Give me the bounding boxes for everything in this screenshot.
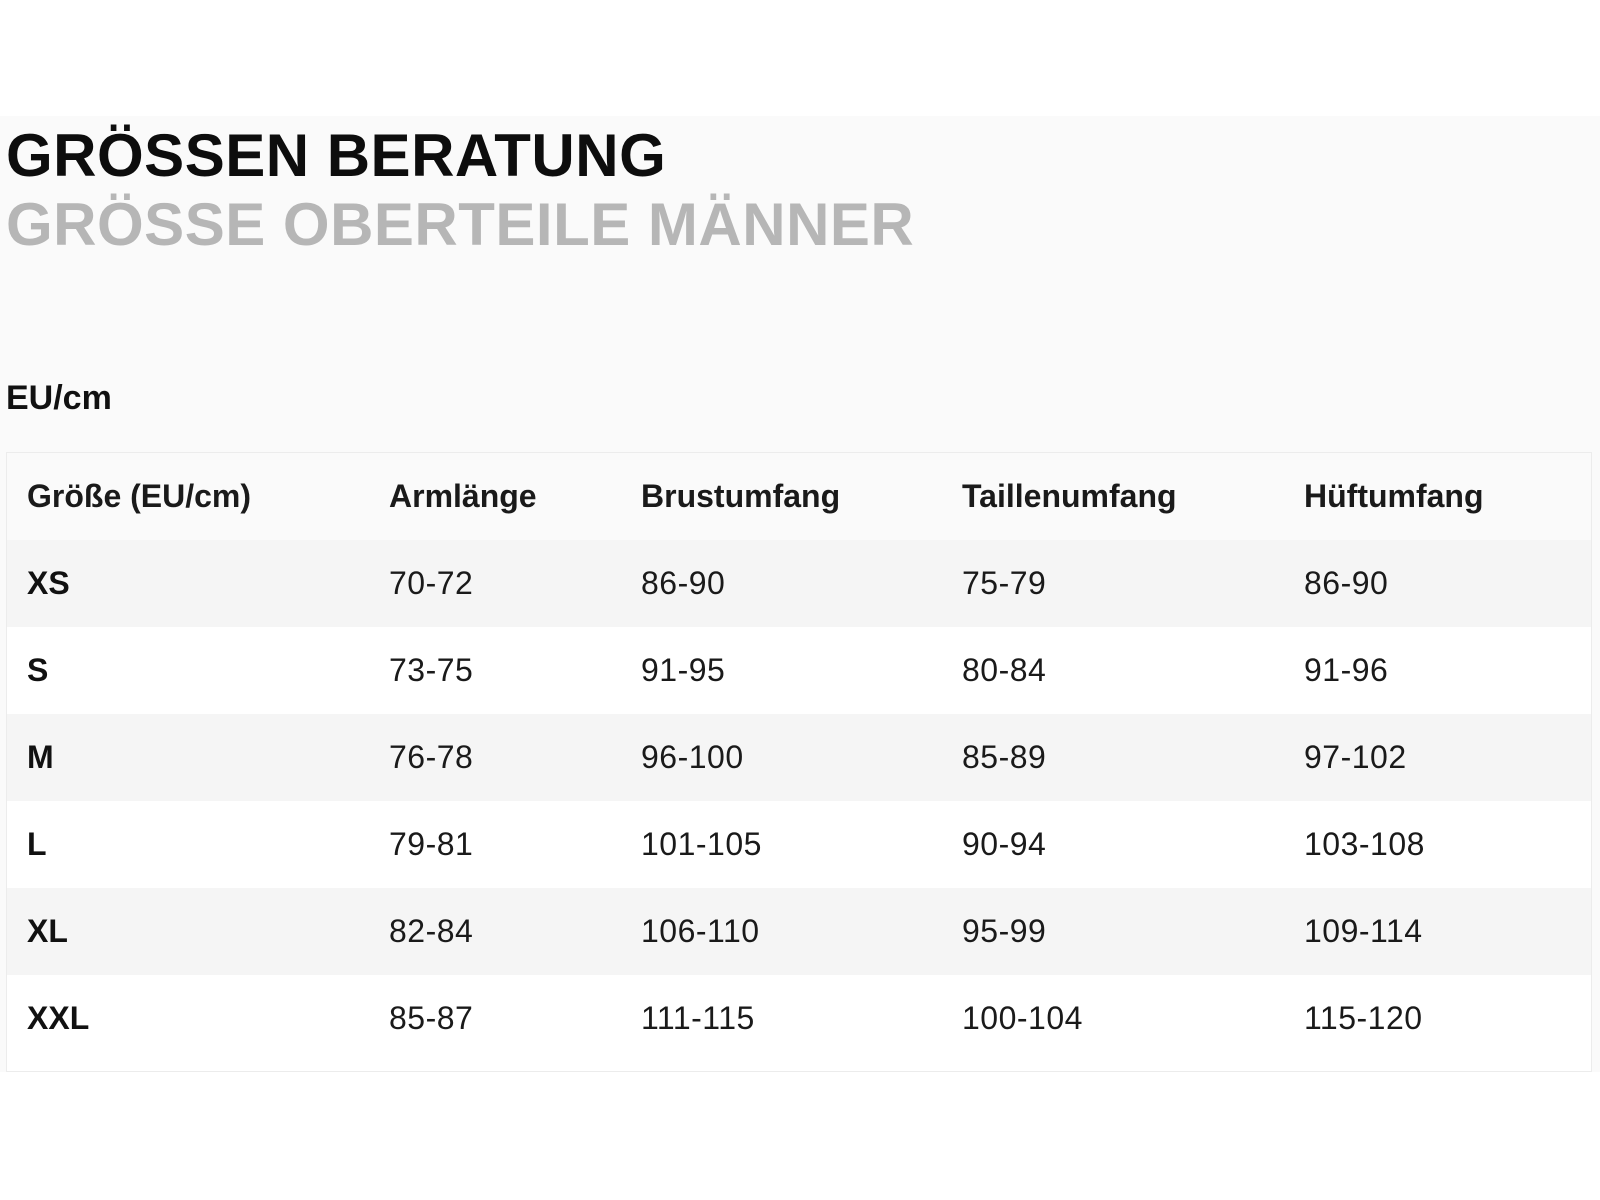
chest-cell: 111-115 (621, 975, 942, 1062)
table-header-row: Größe (EU/cm) Armlänge Brustumfang Taill… (7, 453, 1591, 540)
hip-cell: 97-102 (1284, 714, 1591, 801)
column-header-chest: Brustumfang (621, 453, 942, 540)
size-cell: L (7, 801, 369, 888)
table-row: XXL 85-87 111-115 100-104 115-120 (7, 975, 1591, 1062)
size-cell: S (7, 627, 369, 714)
size-table: Größe (EU/cm) Armlänge Brustumfang Taill… (7, 453, 1591, 1062)
chest-cell: 86-90 (621, 540, 942, 627)
waist-cell: 75-79 (942, 540, 1284, 627)
chest-cell: 101-105 (621, 801, 942, 888)
table-row: L 79-81 101-105 90-94 103-108 (7, 801, 1591, 888)
arm-length-cell: 85-87 (369, 975, 621, 1062)
column-header-hip: Hüftumfang (1284, 453, 1591, 540)
arm-length-cell: 70-72 (369, 540, 621, 627)
column-header-waist: Taillenumfang (942, 453, 1284, 540)
table-row: XS 70-72 86-90 75-79 86-90 (7, 540, 1591, 627)
column-header-size: Größe (EU/cm) (7, 453, 369, 540)
table-row: XL 82-84 106-110 95-99 109-114 (7, 888, 1591, 975)
hip-cell: 86-90 (1284, 540, 1591, 627)
chest-cell: 106-110 (621, 888, 942, 975)
waist-cell: 95-99 (942, 888, 1284, 975)
table-row: M 76-78 96-100 85-89 97-102 (7, 714, 1591, 801)
size-cell: XXL (7, 975, 369, 1062)
size-cell: XS (7, 540, 369, 627)
hip-cell: 109-114 (1284, 888, 1591, 975)
arm-length-cell: 73-75 (369, 627, 621, 714)
arm-length-cell: 76-78 (369, 714, 621, 801)
waist-cell: 80-84 (942, 627, 1284, 714)
size-cell: M (7, 714, 369, 801)
size-cell: XL (7, 888, 369, 975)
unit-label: EU/cm (6, 379, 112, 417)
waist-cell: 90-94 (942, 801, 1284, 888)
arm-length-cell: 79-81 (369, 801, 621, 888)
size-table-container: Größe (EU/cm) Armlänge Brustumfang Taill… (6, 452, 1592, 1072)
hip-cell: 91-96 (1284, 627, 1591, 714)
waist-cell: 85-89 (942, 714, 1284, 801)
hip-cell: 115-120 (1284, 975, 1591, 1062)
waist-cell: 100-104 (942, 975, 1284, 1062)
arm-length-cell: 82-84 (369, 888, 621, 975)
chest-cell: 96-100 (621, 714, 942, 801)
page-subtitle: GRÖSSE OBERTEILE MÄNNER (6, 191, 915, 258)
table-row: S 73-75 91-95 80-84 91-96 (7, 627, 1591, 714)
page-title: GRÖSSEN BERATUNG (6, 122, 667, 189)
chest-cell: 91-95 (621, 627, 942, 714)
column-header-arm-length: Armlänge (369, 453, 621, 540)
hip-cell: 103-108 (1284, 801, 1591, 888)
